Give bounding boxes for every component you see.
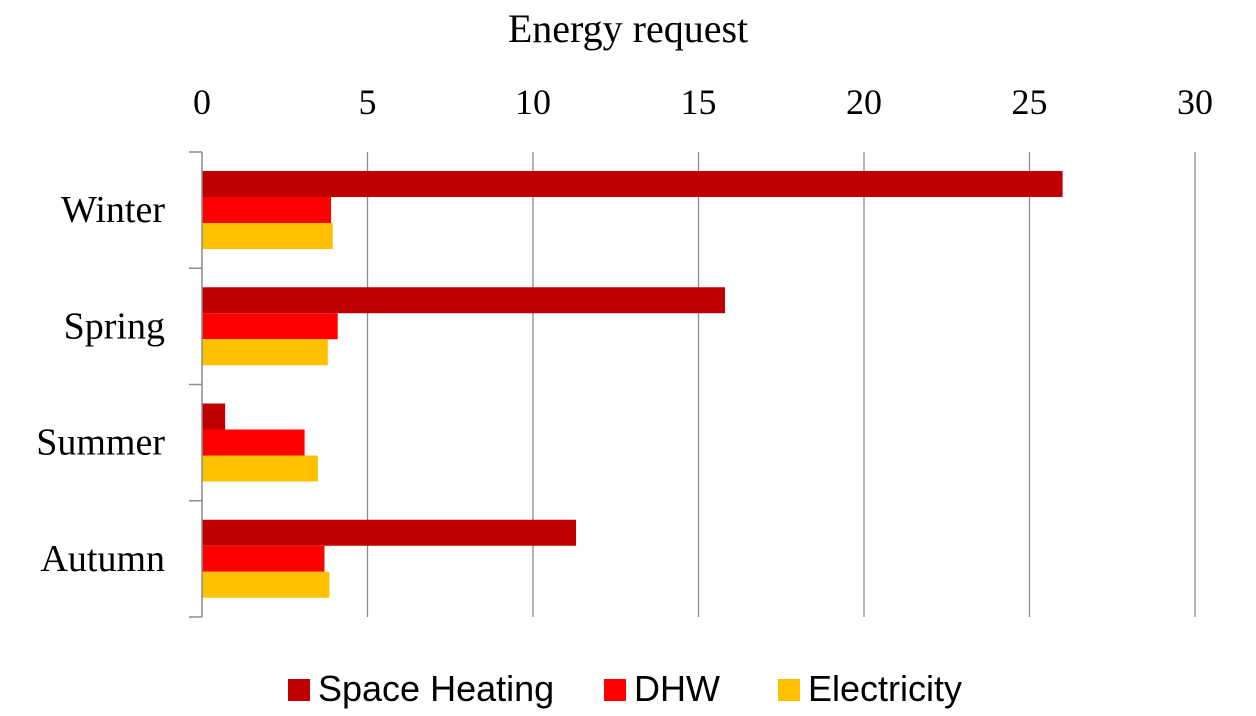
category-label-winter: Winter — [61, 189, 165, 231]
legend-swatch-space-heating — [288, 679, 310, 701]
y-axis — [189, 151, 203, 618]
x-tick-label-25: 25 — [1012, 82, 1048, 122]
gridlines — [366, 152, 1196, 617]
bar-electricity-spring — [202, 339, 328, 366]
category-label-spring: Spring — [64, 305, 165, 347]
legend-item-dhw: DHW — [604, 668, 720, 709]
x-tick-label-30: 30 — [1177, 82, 1213, 122]
y-axis-categories: Winter Spring Summer Autumn — [36, 189, 165, 580]
legend-label-electricity: Electricity — [808, 668, 962, 709]
legend: Space Heating DHW Electricity — [288, 668, 962, 709]
x-tick-label-5: 5 — [359, 82, 377, 122]
legend-item-space-heating: Space Heating — [288, 668, 554, 709]
bar-space-heating-summer — [202, 403, 226, 430]
x-tick-label-10: 10 — [515, 82, 551, 122]
legend-swatch-electricity — [778, 679, 800, 701]
x-axis-ticks: 0 5 10 15 20 25 30 — [193, 82, 1213, 122]
chart-title: Energy request — [508, 6, 748, 51]
legend-label-dhw: DHW — [634, 668, 720, 709]
bar-dhw-autumn — [202, 545, 325, 572]
legend-swatch-dhw — [604, 679, 626, 701]
legend-label-space-heating: Space Heating — [318, 668, 554, 709]
bar-electricity-autumn — [202, 571, 330, 598]
category-label-summer: Summer — [36, 422, 165, 464]
bar-space-heating-autumn — [202, 519, 577, 546]
legend-item-electricity: Electricity — [778, 668, 962, 709]
category-label-autumn: Autumn — [40, 538, 165, 580]
bar-dhw-winter — [202, 197, 332, 223]
x-tick-label-0: 0 — [193, 82, 211, 122]
bar-electricity-summer — [202, 455, 318, 482]
x-tick-label-15: 15 — [681, 82, 717, 122]
x-tick-label-20: 20 — [846, 82, 882, 122]
bar-space-heating-winter — [202, 171, 1063, 197]
bars — [202, 171, 1063, 598]
bar-dhw-spring — [202, 313, 338, 340]
bar-space-heating-spring — [202, 287, 725, 314]
bar-electricity-winter — [202, 223, 333, 249]
bar-dhw-summer — [202, 429, 305, 456]
